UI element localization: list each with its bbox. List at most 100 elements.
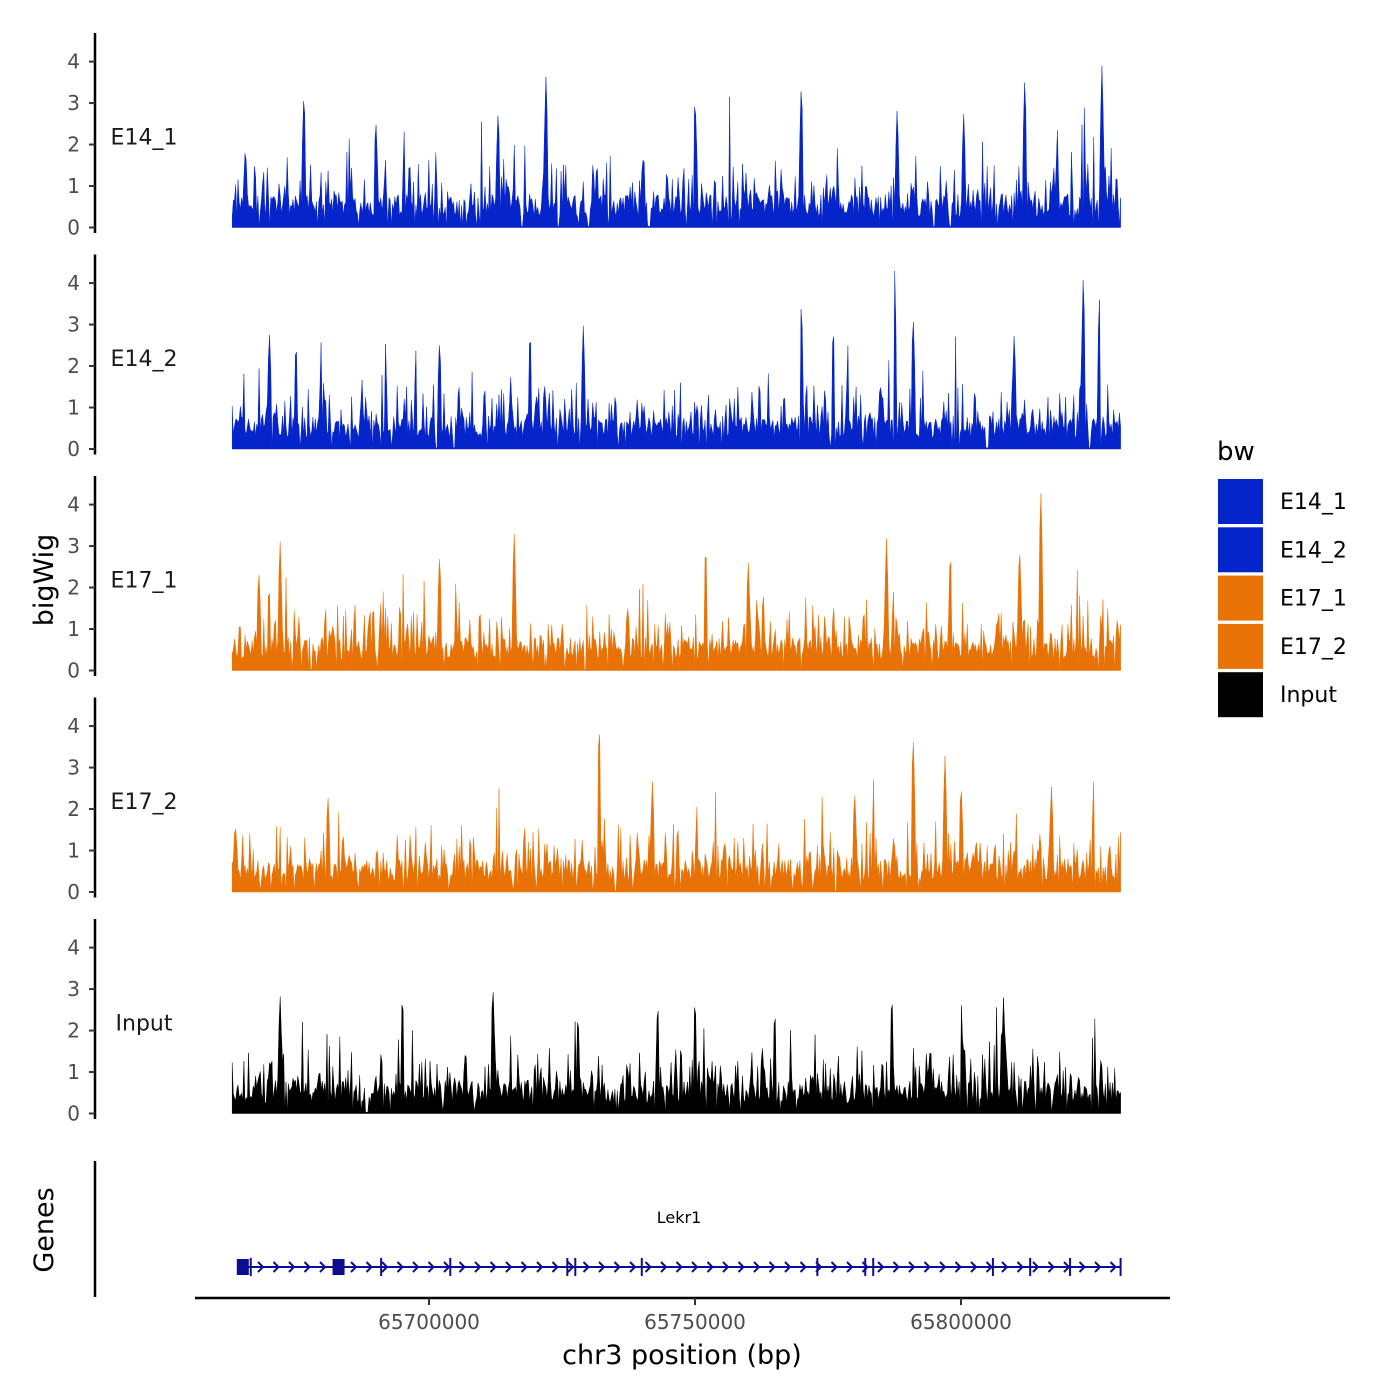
track-label: E14_1 (111, 125, 178, 150)
track-E17_2: 0 1 2 3 4 E17_2 (67, 697, 1121, 904)
y-tick-label: 4 (67, 50, 80, 74)
strand-arrow (458, 1261, 466, 1273)
y-tick-label: 2 (67, 354, 80, 378)
strand-arrow (675, 1261, 683, 1273)
track-label: Input (116, 1011, 173, 1036)
strand-arrow (877, 1261, 885, 1273)
y-tick-label: 3 (67, 91, 80, 115)
gene-name-label: Lekr1 (657, 1208, 702, 1227)
strand-arrow (1001, 1261, 1009, 1273)
strand-arrow (629, 1261, 637, 1273)
y-axis-title: bigWig (29, 534, 60, 627)
x-tick-label: 65800000 (910, 1310, 1012, 1334)
strand-arrow (1094, 1261, 1102, 1273)
exon (236, 1259, 249, 1275)
track-E17_1: 0 1 2 3 4 E17_1 (67, 476, 1121, 683)
strand-arrow (489, 1261, 497, 1273)
strand-arrow (567, 1261, 575, 1273)
x-axis-title: chr3 position (bp) (562, 1340, 802, 1371)
legend-label: E17_1 (1280, 587, 1347, 612)
strand-arrow (1032, 1261, 1040, 1273)
strand-arrow (1078, 1261, 1086, 1273)
strand-arrow (737, 1261, 745, 1273)
y-tick-label: 2 (67, 133, 80, 157)
strand-arrow (474, 1261, 482, 1273)
strand-arrow (288, 1261, 296, 1273)
strand-arrow (784, 1261, 792, 1273)
genes-axis-title: Genes (29, 1187, 60, 1272)
strand-arrow (954, 1261, 962, 1273)
track-Input: 0 1 2 3 4 Input (67, 919, 1121, 1126)
track-label: E17_1 (111, 568, 178, 593)
strand-arrow (365, 1261, 373, 1273)
y-tick-label: 2 (67, 797, 80, 821)
strand-arrow (520, 1261, 528, 1273)
legend-swatch (1218, 623, 1263, 669)
y-tick-label: 3 (67, 756, 80, 780)
y-tick-label: 1 (67, 617, 80, 641)
strand-arrow (396, 1261, 404, 1273)
y-tick-label: 3 (67, 977, 80, 1001)
y-tick-label: 4 (67, 936, 80, 960)
y-tick-label: 0 (67, 1102, 80, 1126)
strand-arrow (381, 1261, 389, 1273)
legend-label: E17_2 (1280, 635, 1347, 660)
genes-track: Lekr1 (93, 1161, 1122, 1297)
strand-arrow (443, 1261, 451, 1273)
strand-arrow (427, 1261, 435, 1273)
gene-Lekr1: Lekr1 (236, 1208, 1122, 1276)
strand-arrow (722, 1261, 730, 1273)
strand-arrow (923, 1261, 931, 1273)
strand-arrow (536, 1261, 544, 1273)
strand-arrow (412, 1261, 420, 1273)
strand-arrow (350, 1261, 358, 1273)
strand-arrow (908, 1261, 916, 1273)
bigwig-tracks: 0 1 2 3 4 E14_1 0 1 2 3 4 E14_2 0 1 2 3 4 E17_1 0 1 2 3 4 E17_2… (67, 33, 1121, 1126)
strand-arrow (1016, 1261, 1024, 1273)
strand-arrow (272, 1261, 280, 1273)
coverage-area-Input (231, 992, 1121, 1114)
legend-swatch (1218, 527, 1263, 573)
strand-arrow (1063, 1261, 1071, 1273)
strand-arrow (1047, 1261, 1055, 1273)
strand-arrow (830, 1261, 838, 1273)
strand-arrow (691, 1261, 699, 1273)
strand-arrow (768, 1261, 776, 1273)
legend: bw E14_1 E14_2 E17_1 E17_2 Input (1217, 437, 1347, 718)
strand-arrow (613, 1261, 621, 1273)
strand-arrow (892, 1261, 900, 1273)
strand-arrow (319, 1261, 327, 1273)
coverage-area-E17_2 (231, 734, 1121, 893)
y-tick-label: 0 (67, 216, 80, 240)
x-tick-label: 65700000 (378, 1310, 480, 1334)
strand-arrow (985, 1261, 993, 1273)
strand-arrow (505, 1261, 513, 1273)
strand-arrow (551, 1261, 559, 1273)
legend-label: E14_2 (1280, 538, 1347, 563)
y-tick-label: 4 (67, 271, 80, 295)
y-tick-label: 3 (67, 534, 80, 558)
x-axis: 65700000 65750000 65800000 (195, 1296, 1170, 1334)
strand-arrow (799, 1261, 807, 1273)
y-tick-label: 0 (67, 659, 80, 683)
strand-arrow (846, 1261, 854, 1273)
track-label: E17_2 (111, 790, 178, 815)
y-tick-label: 4 (67, 493, 80, 517)
track-E14_1: 0 1 2 3 4 E14_1 (67, 33, 1121, 240)
coverage-area-E14_1 (231, 66, 1121, 228)
legend-title: bw (1217, 437, 1255, 467)
y-tick-label: 1 (67, 174, 80, 198)
legend-swatch (1218, 575, 1263, 621)
strand-arrow (257, 1261, 265, 1273)
strand-arrow (303, 1261, 311, 1273)
y-tick-label: 1 (67, 396, 80, 420)
legend-swatch (1218, 672, 1263, 718)
y-tick-label: 4 (67, 714, 80, 738)
coverage-area-E14_2 (231, 270, 1121, 450)
legend-label: Input (1280, 683, 1337, 708)
y-tick-label: 2 (67, 576, 80, 600)
strand-arrow (939, 1261, 947, 1273)
strand-arrow (660, 1261, 668, 1273)
legend-label: E14_1 (1280, 490, 1347, 515)
